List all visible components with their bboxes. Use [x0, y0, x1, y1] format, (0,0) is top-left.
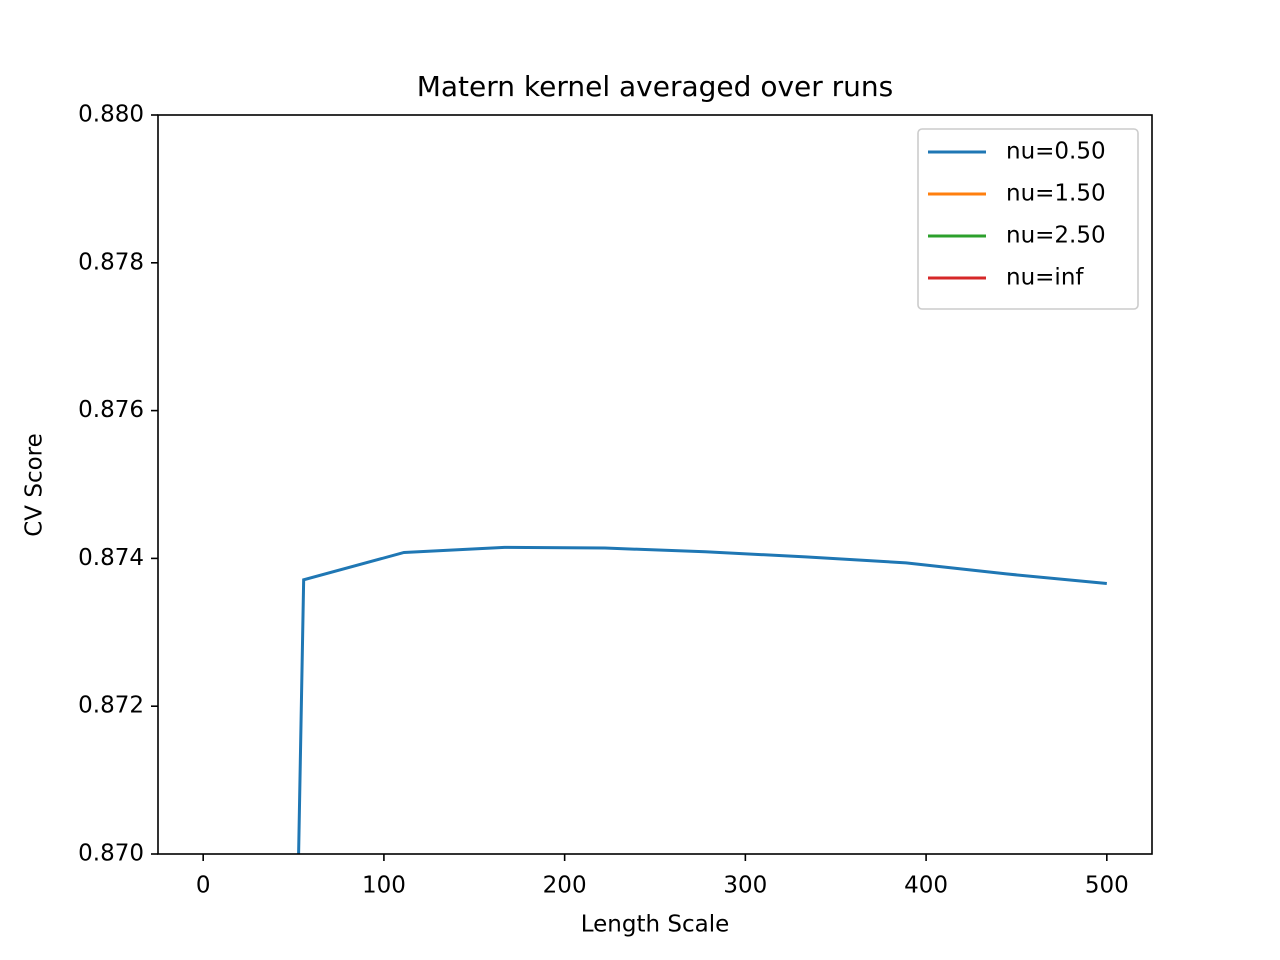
- x-axis-label: Length Scale: [581, 912, 730, 938]
- chart-title: Matern kernel averaged over runs: [417, 70, 894, 103]
- series-line: [297, 545, 1107, 854]
- legend-box: [917, 128, 1139, 310]
- x-tick-label: 0: [196, 873, 211, 899]
- x-tick-label: 200: [543, 873, 587, 899]
- y-tick-label: 0.878: [78, 249, 144, 275]
- x-tick-label: 500: [1085, 873, 1129, 899]
- y-tick-label: 0.880: [78, 102, 144, 128]
- legend-label: nu=2.50: [1006, 223, 1106, 249]
- y-axis-label: CV Score: [22, 433, 48, 537]
- x-tick-label: 100: [362, 873, 406, 899]
- x-tick-label: 400: [904, 873, 948, 899]
- legend-label: nu=1.50: [1006, 181, 1106, 207]
- y-tick-label: 0.876: [78, 397, 144, 423]
- plot-area: [297, 545, 1107, 854]
- axes-frame: [157, 114, 1153, 855]
- legend-label: nu=inf: [1006, 265, 1084, 291]
- y-tick-label: 0.870: [78, 841, 144, 867]
- x-tick-label: 300: [723, 873, 767, 899]
- legend-label: nu=0.50: [1006, 139, 1106, 165]
- y-tick-label: 0.874: [78, 545, 144, 571]
- y-tick-label: 0.872: [78, 693, 144, 719]
